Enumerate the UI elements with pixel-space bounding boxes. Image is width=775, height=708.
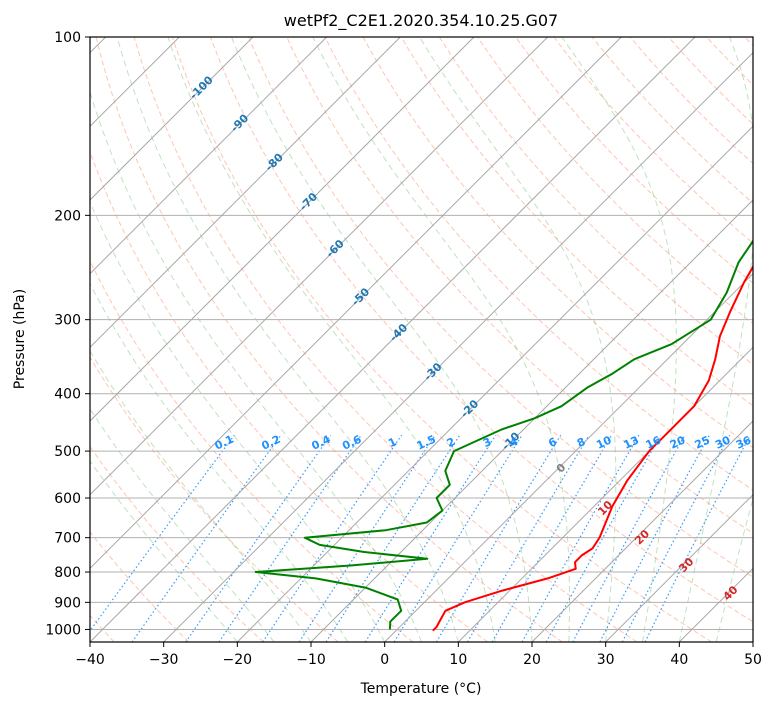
mixing-ratio-label: 30 <box>713 433 733 451</box>
mixing-ratio-line <box>621 434 731 642</box>
mixing-ratio-line <box>218 434 362 642</box>
dry-adiabat-line <box>133 37 638 642</box>
moist-adiabat-line <box>715 496 753 642</box>
moist-adiabat-line <box>678 37 753 642</box>
mixing-ratio-label: 10 <box>594 433 614 451</box>
isotherm-gridline <box>752 641 753 642</box>
dry-adiabat-line <box>90 445 264 642</box>
dry-adiabat-line <box>324 37 753 491</box>
dry-adiabat-line <box>90 356 339 642</box>
dry-adiabat-line <box>90 150 488 642</box>
isotherm-gridline <box>236 125 753 642</box>
moist-adiabat-line <box>167 37 496 642</box>
isotherm-gridline <box>90 37 696 642</box>
moist-adiabat-line <box>90 90 422 642</box>
y-tick-label: 700 <box>54 531 81 547</box>
plot-frame <box>89 36 754 643</box>
isotherm-gridline <box>90 37 475 422</box>
mixing-ratio-label: 20 <box>668 433 688 451</box>
isotherm-gridline <box>163 51 753 642</box>
x-tick-label: −30 <box>149 652 179 668</box>
y-tick-label: 800 <box>54 565 81 581</box>
moist-adiabat-line <box>561 37 677 642</box>
isotherm-gridline <box>605 493 753 642</box>
x-axis-label: Temperature (°C) <box>360 681 482 697</box>
mixing-ratio-line <box>90 434 235 632</box>
x-tick-label: 40 <box>670 652 688 668</box>
mixing-ratio-line <box>491 434 613 642</box>
x-tick-label: 50 <box>744 652 762 668</box>
isotherm-gridline <box>90 37 622 570</box>
x-tick-label: 0 <box>380 652 389 668</box>
mixing-ratio-label: 25 <box>693 434 712 452</box>
mixing-ratio-label: 13 <box>622 434 641 452</box>
dry-adiabat-line <box>438 37 753 366</box>
y-tick-label: 300 <box>54 313 81 329</box>
dry-adiabat-line <box>515 37 753 284</box>
isotherm-gridline <box>310 199 753 642</box>
y-tick-label: 100 <box>54 30 81 46</box>
y-tick-label: 600 <box>54 491 81 507</box>
temperature-line <box>432 264 753 632</box>
x-tick-label: −10 <box>296 652 326 668</box>
y-tick-label: 500 <box>54 444 81 460</box>
moist-adiabat-line <box>90 200 386 642</box>
isotherm-gridline <box>90 37 549 496</box>
moist-adiabat-line <box>90 282 349 642</box>
chart-title: wetPf2_C2E1.2020.354.10.25.G07 <box>284 11 558 31</box>
mixing-ratio-line <box>644 434 751 642</box>
x-tick-label: 30 <box>597 652 615 668</box>
y-tick-label: 200 <box>54 208 81 224</box>
isotherm-gridline <box>531 420 753 642</box>
isotherm-gridline <box>90 37 328 275</box>
isotherm-gridlines <box>90 37 753 642</box>
isotherm-gridline <box>384 272 753 642</box>
dewpoint-line <box>254 239 753 630</box>
mixing-ratio-label: 16 <box>644 433 664 451</box>
dry-adiabat-line <box>171 37 712 642</box>
dry-adiabat-line <box>90 531 190 642</box>
y-axis-label: Pressure (hPa) <box>12 289 28 389</box>
mixing-ratio-line <box>572 434 686 642</box>
x-axis: −40 −30 −20 −10 0 10 20 30 40 50 <box>75 642 762 668</box>
sounding-series <box>254 239 753 632</box>
dry-adiabat-line <box>210 37 753 623</box>
x-tick-label: −40 <box>75 652 105 668</box>
y-axis: 100 200 300 400 500 600 700 800 900 1000 <box>45 30 90 638</box>
mixing-ratio-line <box>466 434 590 642</box>
y-tick-label: 900 <box>54 595 81 611</box>
y-tick-label: 1000 <box>45 622 81 638</box>
dry-adiabat-line <box>95 37 563 642</box>
x-tick-label: 20 <box>523 652 541 668</box>
mixing-ratio-line <box>435 434 562 642</box>
y-tick-label: 400 <box>54 387 81 403</box>
plot-area: -100-90-80-70-60-50-40-30-20-10 0.1 0.2 0.… <box>90 37 754 642</box>
isotherm-gridline <box>90 37 254 201</box>
dry-adiabat-line <box>400 37 753 407</box>
mixing-ratio-line <box>545 434 662 642</box>
mixing-ratio-line <box>185 434 332 642</box>
mixing-ratio-label: 36 <box>734 433 754 451</box>
moist-adiabat-line <box>419 37 617 642</box>
isobar-gridlines <box>90 37 753 630</box>
x-tick-label: 10 <box>449 652 467 668</box>
isotherm-gridline <box>457 346 753 642</box>
mixing-ratio-line <box>325 434 461 642</box>
mixing-ratio-line <box>364 434 497 642</box>
mixing-ratio-line <box>521 434 640 642</box>
moist-adiabat-line <box>90 460 238 642</box>
moist-adiabat-line <box>90 408 275 642</box>
x-tick-label: −20 <box>223 652 253 668</box>
isotherm-gridline <box>90 37 401 349</box>
